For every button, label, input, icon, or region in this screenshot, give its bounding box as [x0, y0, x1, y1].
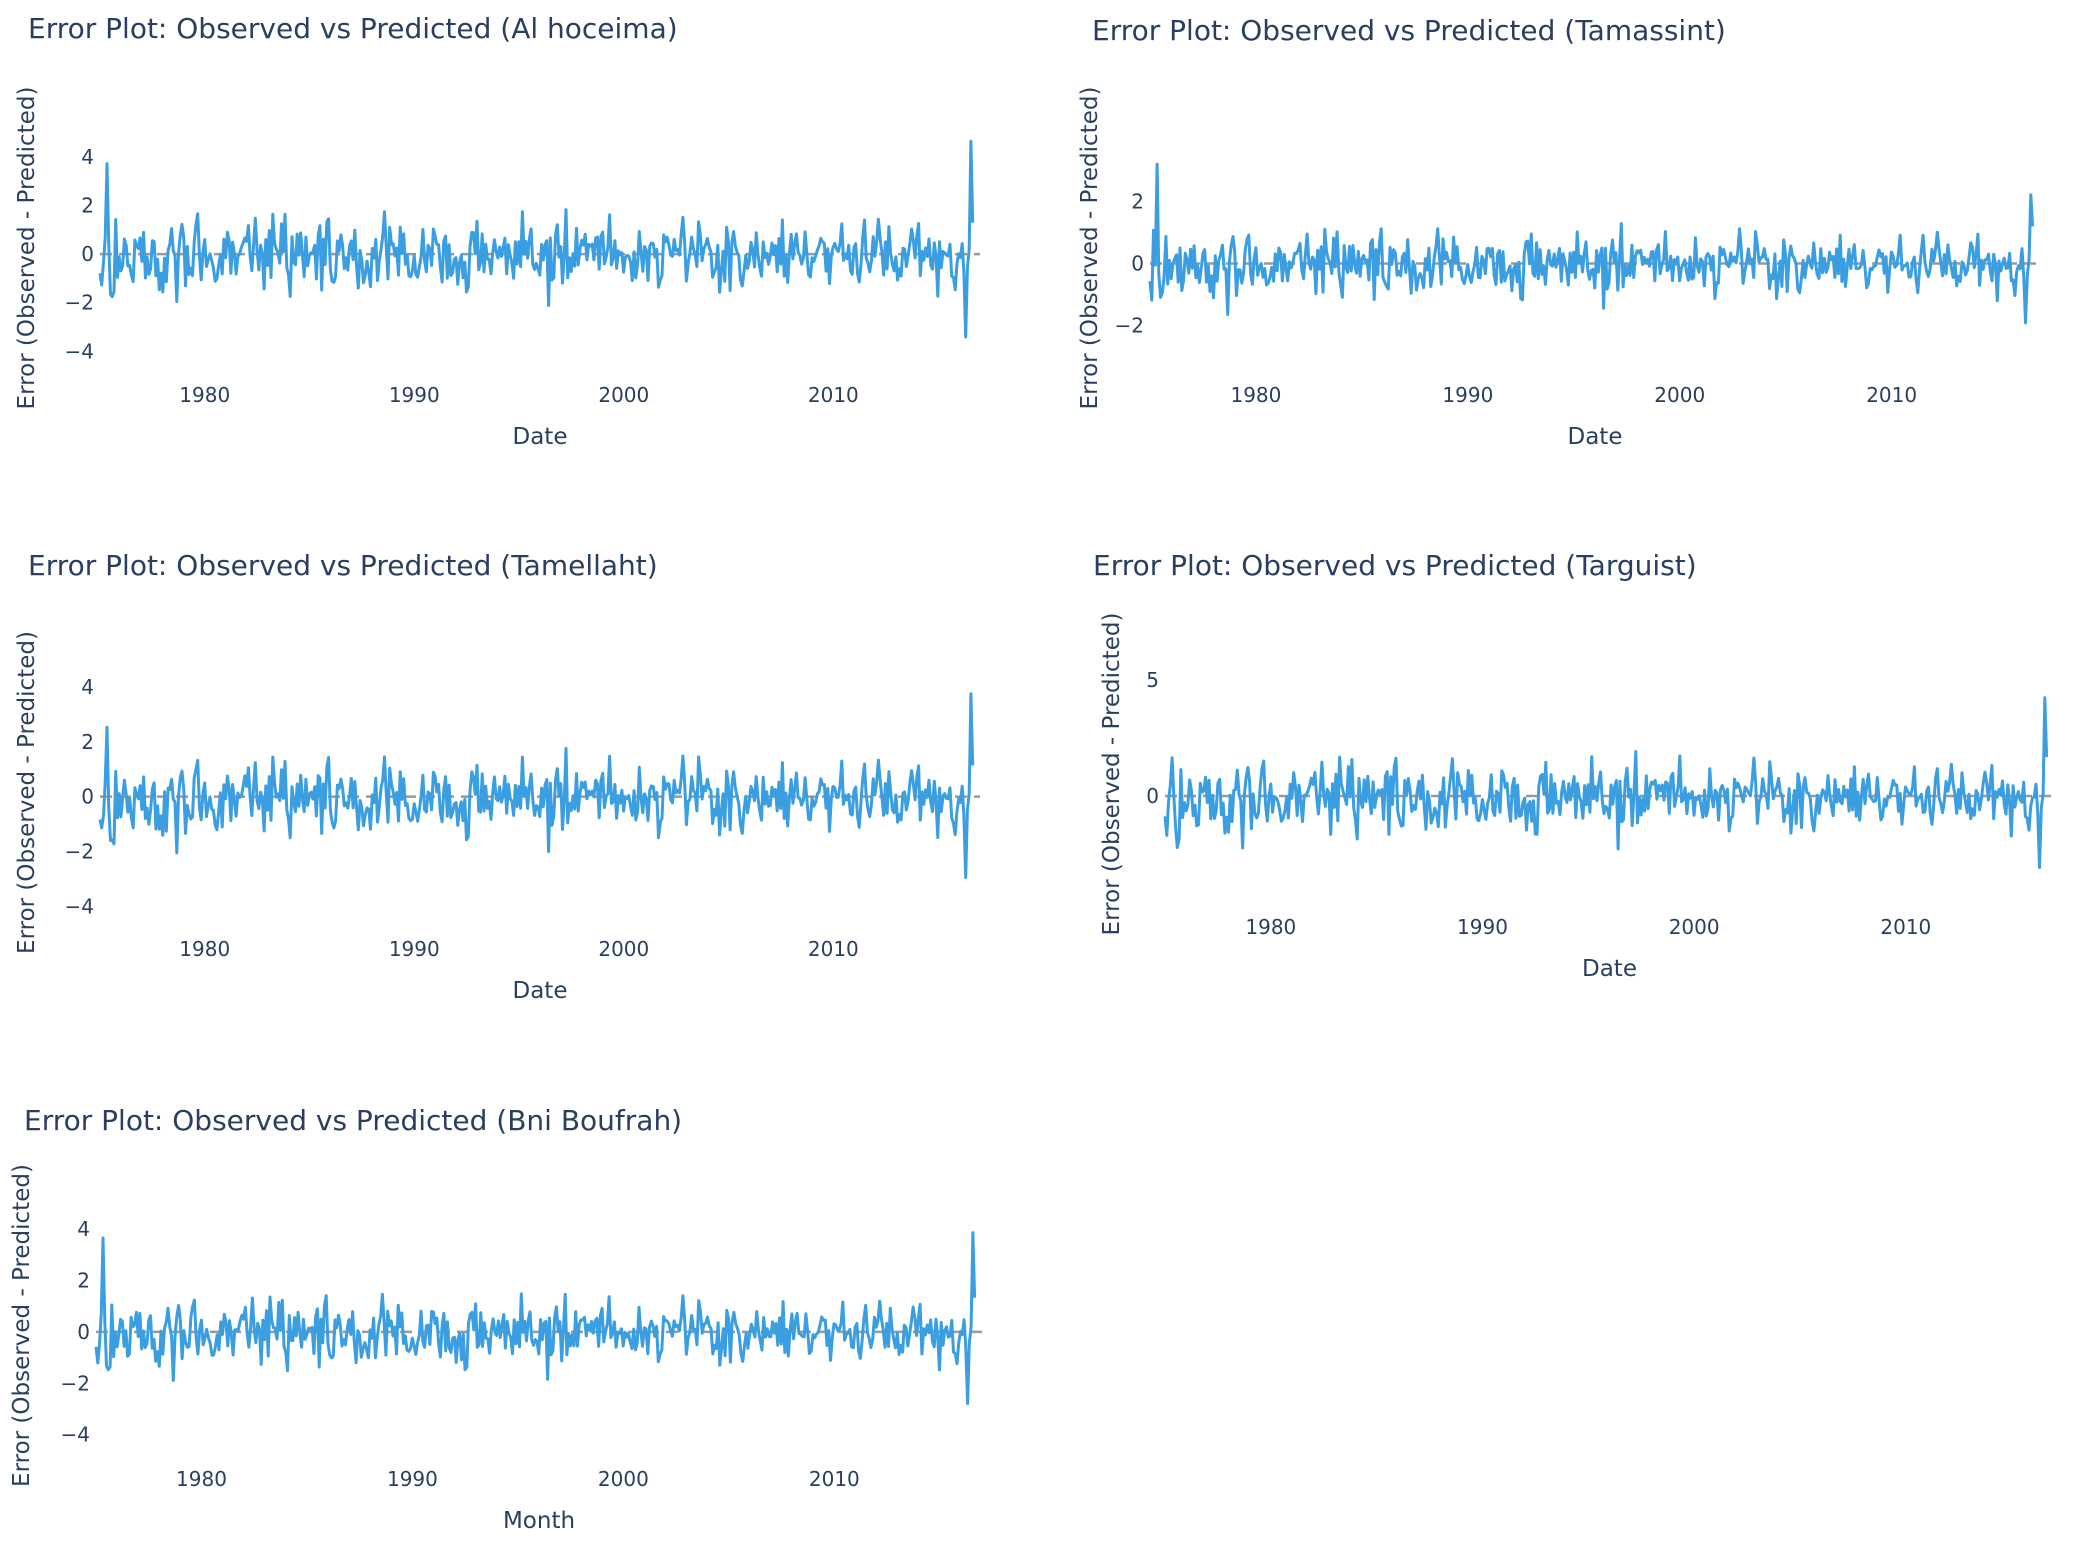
y-axis-label: Error (Observed - Predicted) — [14, 631, 40, 954]
x-tick-label: 1980 — [1245, 915, 1296, 939]
chart-tamassint: Error Plot: Observed vs Predicted (Tamas… — [1077, 14, 2040, 450]
x-tick-label: 1990 — [387, 1467, 438, 1491]
y-tick-label: −2 — [61, 1371, 90, 1395]
x-tick-label: 2010 — [1880, 915, 1931, 939]
y-axis-label: Error (Observed - Predicted) — [9, 1164, 35, 1487]
chart-panel-tamellaht: Error Plot: Observed vs Predicted (Tamel… — [0, 520, 1041, 1040]
x-axis-label: Date — [513, 424, 568, 450]
y-tick-label: 0 — [1146, 784, 1159, 808]
x-tick-label: 2000 — [598, 383, 649, 407]
y-axis-label: Error (Observed - Predicted) — [14, 87, 40, 410]
chart-bni-boufrah: Error Plot: Observed vs Predicted (Bni B… — [9, 1104, 982, 1534]
x-axis-label: Date — [513, 978, 568, 1004]
error-series-line — [1148, 162, 2035, 325]
chart-title: Error Plot: Observed vs Predicted (Bni B… — [24, 1104, 682, 1137]
y-tick-label: 2 — [1131, 189, 1144, 213]
y-tick-label: 0 — [1131, 252, 1144, 276]
chart-panel-tamassint: Error Plot: Observed vs Predicted (Tamas… — [1041, 0, 2082, 520]
x-tick-label: 1990 — [389, 383, 440, 407]
x-tick-label: 2000 — [598, 1467, 649, 1491]
x-tick-label: 2010 — [808, 383, 859, 407]
error-series-line — [98, 139, 975, 339]
error-series-line — [1163, 696, 2049, 869]
chart-panel-al-hoceima: Error Plot: Observed vs Predicted (Al ho… — [0, 0, 1041, 520]
y-tick-label: −2 — [1115, 314, 1144, 338]
x-tick-label: 2010 — [809, 1467, 860, 1491]
error-series-line — [94, 1231, 977, 1405]
x-axis-label: Month — [503, 1508, 575, 1534]
y-tick-label: 0 — [81, 242, 94, 266]
x-tick-label: 1990 — [1457, 915, 1508, 939]
error-series-line — [98, 692, 975, 879]
chart-title: Error Plot: Observed vs Predicted (Tamas… — [1092, 14, 1726, 47]
x-tick-label: 2010 — [1866, 383, 1917, 407]
y-tick-label: −4 — [61, 1423, 90, 1447]
x-tick-label: 1980 — [179, 937, 230, 961]
y-tick-label: 4 — [81, 145, 94, 169]
y-axis-label: Error (Observed - Predicted) — [1077, 87, 1103, 410]
x-tick-label: 2000 — [1654, 383, 1705, 407]
x-axis-label: Date — [1568, 424, 1623, 450]
x-axis-label: Date — [1582, 956, 1637, 982]
chart-panel-targuist: Error Plot: Observed vs Predicted (Targu… — [1041, 520, 2082, 1040]
chart-tamellaht: Error Plot: Observed vs Predicted (Tamel… — [14, 549, 980, 1004]
x-tick-label: 2000 — [1669, 915, 1720, 939]
chart-title: Error Plot: Observed vs Predicted (Targu… — [1093, 549, 1697, 582]
y-tick-label: 2 — [81, 730, 94, 754]
y-tick-label: −2 — [65, 839, 94, 863]
y-tick-label: 2 — [81, 193, 94, 217]
y-tick-label: −4 — [65, 339, 94, 363]
y-tick-label: 4 — [81, 675, 94, 699]
x-tick-label: 1980 — [176, 1467, 227, 1491]
chart-panel-bni-boufrah: Error Plot: Observed vs Predicted (Bni B… — [0, 1040, 1041, 1556]
x-tick-label: 2010 — [808, 937, 859, 961]
y-tick-label: 0 — [81, 785, 94, 809]
x-tick-label: 1980 — [1230, 383, 1281, 407]
y-tick-label: −2 — [65, 291, 94, 315]
y-tick-label: −4 — [65, 894, 94, 918]
y-axis-label: Error (Observed - Predicted) — [1099, 613, 1125, 936]
x-tick-label: 1980 — [179, 383, 230, 407]
x-tick-label: 1990 — [389, 937, 440, 961]
chart-targuist: Error Plot: Observed vs Predicted (Targu… — [1093, 549, 2054, 982]
y-tick-label: 5 — [1146, 668, 1159, 692]
chart-title: Error Plot: Observed vs Predicted (Al ho… — [28, 12, 678, 45]
chart-title: Error Plot: Observed vs Predicted (Tamel… — [28, 549, 658, 582]
x-tick-label: 2000 — [598, 937, 649, 961]
x-tick-label: 1990 — [1442, 383, 1493, 407]
chart-al-hoceima: Error Plot: Observed vs Predicted (Al ho… — [14, 12, 980, 450]
y-tick-label: 4 — [77, 1217, 90, 1241]
y-tick-label: 2 — [77, 1269, 90, 1293]
y-tick-label: 0 — [77, 1320, 90, 1344]
